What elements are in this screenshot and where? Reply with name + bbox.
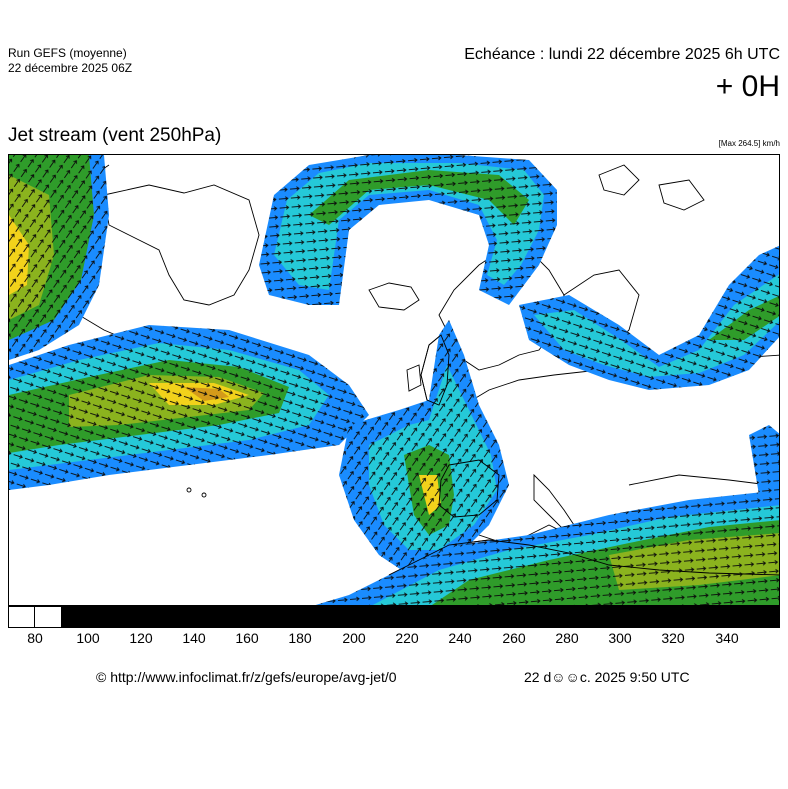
colorbar-labels: 80 100 120 140 160 180 200 220 240 260 2… [8, 630, 780, 650]
generated-timestamp: 22 d☺☺c. 2025 9:50 UTC [524, 669, 690, 685]
jet-west-europe-trough [339, 320, 509, 575]
colorbar-tick: 220 [395, 630, 419, 646]
colorbar-tick: 140 [182, 630, 206, 646]
copyright-link[interactable]: © http://www.infoclimat.fr/z/gefs/europe… [96, 669, 397, 685]
colorbar-tick: 120 [129, 630, 153, 646]
colorbar-tick: 340 [715, 630, 739, 646]
valid-time: Echéance : lundi 22 décembre 2025 6h UTC [464, 46, 780, 63]
run-date: 22 décembre 2025 06Z [8, 61, 133, 75]
colorbar-segment-80-90 [34, 606, 62, 628]
colorbar-segment-main [61, 606, 780, 628]
colorbar-tick: 160 [235, 630, 259, 646]
jet-atlantic-main [9, 325, 369, 490]
jet-greenland-arc [259, 155, 557, 305]
jet-stream-map [8, 154, 780, 606]
colorbar-tick: 80 [27, 630, 43, 646]
jet-northwest [9, 155, 109, 360]
colorbar-tick: 320 [661, 630, 685, 646]
wind-speed-colorbar [8, 606, 780, 628]
colorbar-tick: 280 [555, 630, 579, 646]
colorbar-tick: 300 [608, 630, 632, 646]
map-canvas [9, 155, 779, 605]
colorbar-tick: 200 [342, 630, 366, 646]
jet-subtropical [315, 425, 779, 605]
colorbar-tick: 180 [288, 630, 312, 646]
max-wind-note: [Max 264.5] km/h [718, 139, 780, 148]
colorbar-segment-below-80 [8, 606, 35, 628]
run-name: Run GEFS (moyenne) [8, 46, 127, 60]
jet-scandinavia-east [519, 245, 779, 390]
colorbar-tick: 260 [502, 630, 526, 646]
map-title: Jet stream (vent 250hPa) [8, 125, 222, 146]
coastlines-overlay [388, 334, 779, 576]
lead-time: + 0H [715, 70, 780, 103]
colorbar-tick: 100 [76, 630, 100, 646]
colorbar-tick: 240 [448, 630, 472, 646]
